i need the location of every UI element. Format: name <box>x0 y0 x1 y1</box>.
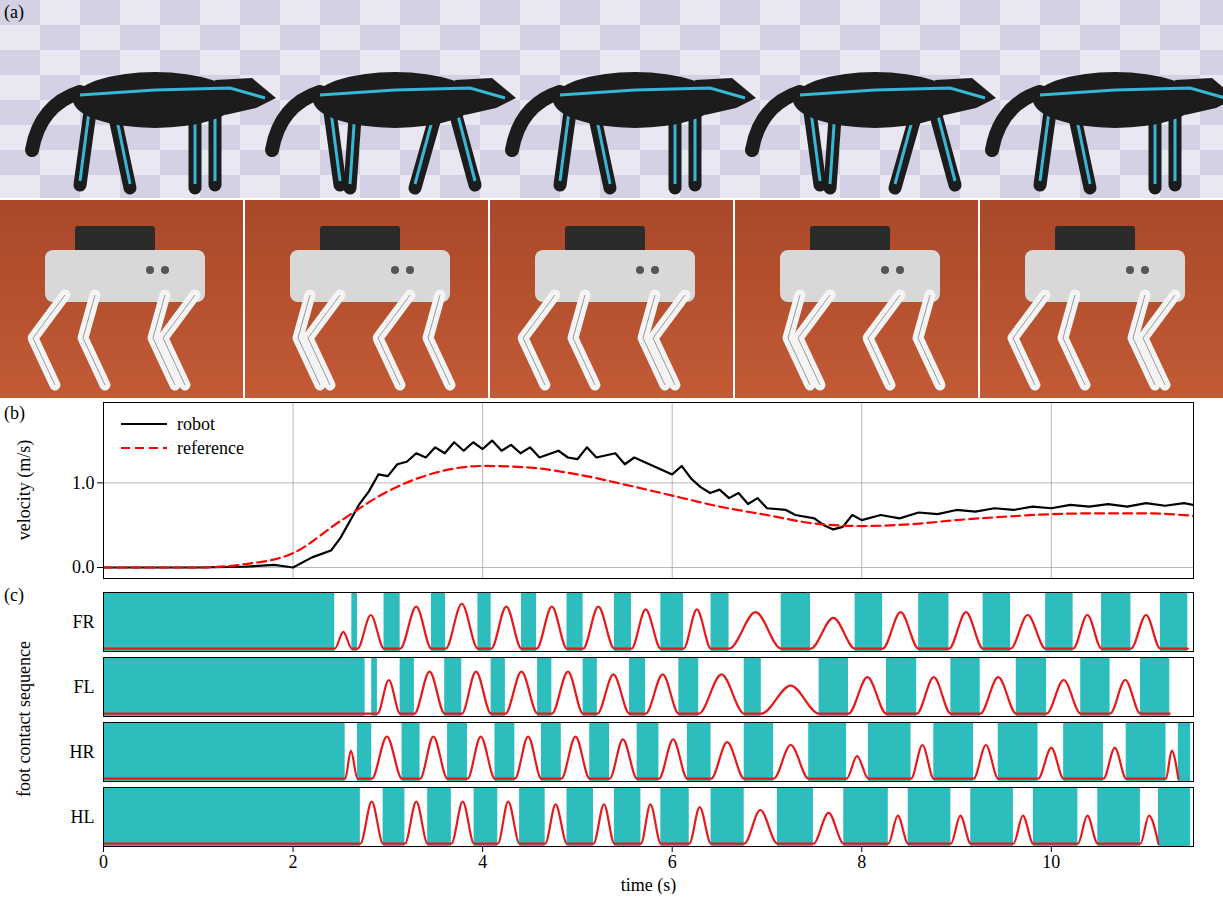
svg-text:FL: FL <box>73 677 94 697</box>
html-text:velocity (m/s): velocity (m/s) <box>13 439 34 541</box>
html-text:(a): (a) <box>4 2 24 22</box>
svg-text:FR: FR <box>72 612 94 632</box>
svg-text:4: 4 <box>478 852 487 872</box>
svg-text:6: 6 <box>668 852 677 872</box>
svg-text:10: 10 <box>1042 852 1060 872</box>
html-text:robot: robot <box>177 413 215 434</box>
svg-text:0.0: 0.0 <box>72 557 95 577</box>
html-text:(c): (c) <box>4 585 24 605</box>
svg-text:1.0: 1.0 <box>72 473 95 493</box>
svg-text:time (s): time (s) <box>621 875 677 895</box>
svg-text:2: 2 <box>289 852 298 872</box>
svg-text:0: 0 <box>99 852 108 872</box>
html-text:foot contact sequence: foot contact sequence <box>13 641 34 797</box>
svg-text:8: 8 <box>857 852 866 872</box>
html-text:reference: reference <box>177 437 244 458</box>
html-text:(b): (b) <box>4 403 25 423</box>
svg-text:HL: HL <box>71 807 95 827</box>
svg-text:HR: HR <box>69 742 94 762</box>
